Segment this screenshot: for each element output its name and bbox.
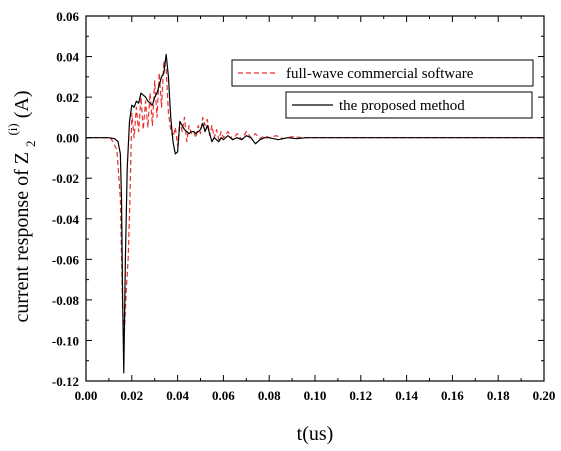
x-tick-label: 0.16 <box>441 388 464 403</box>
y-tick-label: -0.02 <box>52 171 79 186</box>
x-tick-label: 0.06 <box>212 388 235 403</box>
y-tick-label: -0.06 <box>52 252 80 267</box>
x-tick-label: 0.04 <box>166 388 189 403</box>
y-tick-label: 0.00 <box>56 131 79 146</box>
x-axis-title: t(us) <box>297 423 334 445</box>
y-axis-title-superscript: (i) <box>5 123 20 135</box>
y-tick-label: -0.04 <box>52 212 80 227</box>
x-tick-label: 0.14 <box>395 388 418 403</box>
y-tick-label: -0.12 <box>52 374 79 389</box>
y-tick-label: -0.08 <box>52 293 80 308</box>
y-tick-label: -0.10 <box>52 333 79 348</box>
legend-label-2: the proposed method <box>339 98 465 114</box>
y-tick-label: 0.06 <box>56 9 79 24</box>
y-tick-label: 0.02 <box>56 90 79 105</box>
y-tick-label: 0.04 <box>56 50 79 65</box>
legend-label-1: full-wave commercial software <box>286 66 474 82</box>
x-tick-label: 0.12 <box>349 388 372 403</box>
tick-labels: 0.00 0.02 0.04 0.06 0.08 0.10 0.12 0.14 0.16 0.18… <box>52 9 555 403</box>
x-tick-label: 0.18 <box>487 388 510 403</box>
x-tick-label: 0.02 <box>120 388 143 403</box>
x-tick-label: 0.20 <box>533 388 556 403</box>
y-axis-title-unit: (A) <box>11 90 33 118</box>
series-line-2 <box>86 53 544 374</box>
x-tick-label: 0.08 <box>258 388 281 403</box>
y-axis-title-main: current response of Z <box>11 152 33 323</box>
x-tick-label: 0.10 <box>304 388 327 403</box>
y-axis-title: current response of Z 2 (i) (A) <box>0 90 40 322</box>
y-axis-title-subscript: 2 <box>23 141 38 148</box>
series-lines <box>86 53 544 374</box>
x-tick-label: 0.00 <box>75 388 98 403</box>
legend: full-wave commercial software the propos… <box>231 59 534 119</box>
legend-box-1 <box>231 59 534 87</box>
series-line-1 <box>86 60 544 331</box>
plot-frame <box>85 15 545 382</box>
